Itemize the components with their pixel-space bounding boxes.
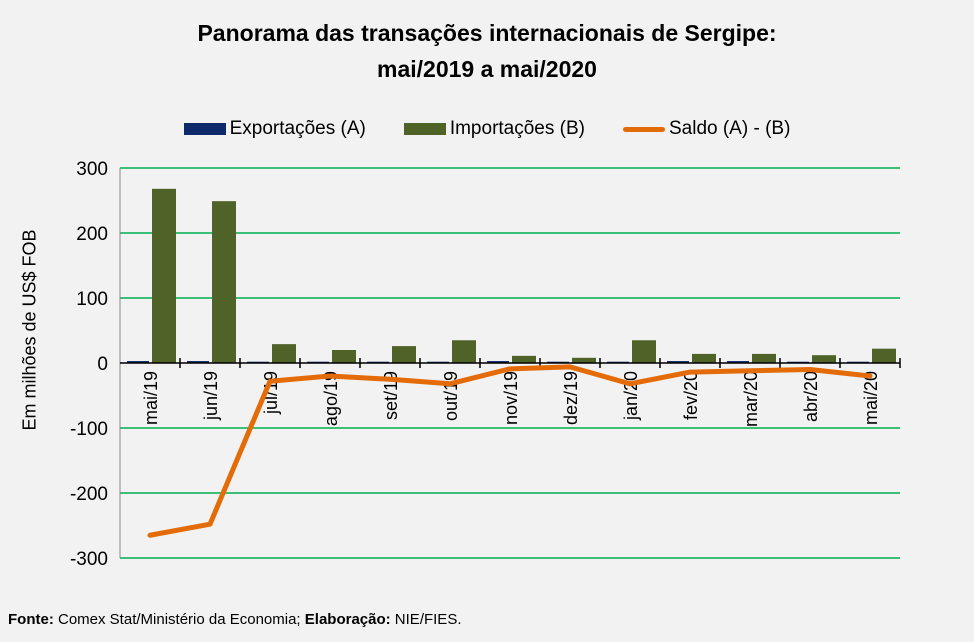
legend: Exportações (A) Importações (B) Saldo (A… <box>0 118 974 140</box>
import-bar <box>512 355 536 363</box>
export-bar <box>187 361 209 363</box>
balance-line <box>147 364 873 538</box>
y-tick-label: -100 <box>70 419 108 440</box>
source-label: Fonte: <box>8 611 54 628</box>
legend-label: Saldo (A) - (B) <box>668 118 791 139</box>
export-bar <box>487 361 509 363</box>
import-bar <box>812 355 836 363</box>
x-tick-label: set/19 <box>381 371 401 420</box>
x-tick-label: mai/19 <box>141 371 161 425</box>
import-bar <box>152 188 176 363</box>
export-bar <box>727 361 749 363</box>
x-tick-label: ago/19 <box>321 371 341 426</box>
x-tick-label: out/19 <box>441 371 461 421</box>
export-bar <box>127 361 149 363</box>
y-tick-label: 300 <box>76 159 108 180</box>
legend-swatch <box>403 123 446 135</box>
x-tick-label: mai/20 <box>861 371 881 425</box>
import-bar <box>332 350 356 363</box>
source-note: Fonte: Comex Stat/Ministério da Economia… <box>8 611 462 628</box>
legend-label: Importações (B) <box>449 118 585 139</box>
x-tick-label: nov/19 <box>501 371 521 425</box>
import-bar <box>572 357 596 363</box>
x-tick-label: jun/19 <box>201 371 221 421</box>
legend-item-imports: Importações (B) <box>403 118 585 140</box>
x-tick-label: abr/20 <box>801 371 821 422</box>
legend-label: Exportações (A) <box>229 118 366 139</box>
import-bar <box>692 353 716 363</box>
source-text: Comex Stat/Ministério da Economia; <box>53 611 305 628</box>
import-bar <box>632 340 656 363</box>
y-tick-label: -200 <box>70 484 108 505</box>
chart-subtitle: mai/2019 a mai/2020 <box>377 56 597 82</box>
elaboration-text: NIE/FIES. <box>390 611 462 628</box>
elaboration-label: Elaboração: <box>304 611 391 628</box>
y-tick-label: 200 <box>76 224 108 245</box>
legend-item-exports: Exportações (A) <box>183 118 366 140</box>
x-tick-label: dez/19 <box>561 371 581 425</box>
import-bar <box>212 201 236 363</box>
y-tick-label: 100 <box>76 289 108 310</box>
x-tick-label: mar/20 <box>741 371 761 427</box>
chart-title: Panorama das transações internacionais d… <box>197 20 777 46</box>
legend-swatch <box>183 123 226 135</box>
export-bar <box>667 361 689 363</box>
import-bar <box>752 353 776 363</box>
import-bar <box>392 346 416 363</box>
x-tick-label: fev/20 <box>681 371 701 420</box>
import-bar <box>872 348 896 363</box>
y-tick-label: -300 <box>70 549 108 570</box>
legend-item-balance: Saldo (A) - (B) <box>622 118 791 140</box>
import-bar <box>272 344 296 363</box>
x-tick-label: jan/20 <box>621 371 641 421</box>
import-bar <box>452 340 476 363</box>
y-tick-label: 0 <box>97 354 108 375</box>
legend-swatch <box>622 126 665 132</box>
